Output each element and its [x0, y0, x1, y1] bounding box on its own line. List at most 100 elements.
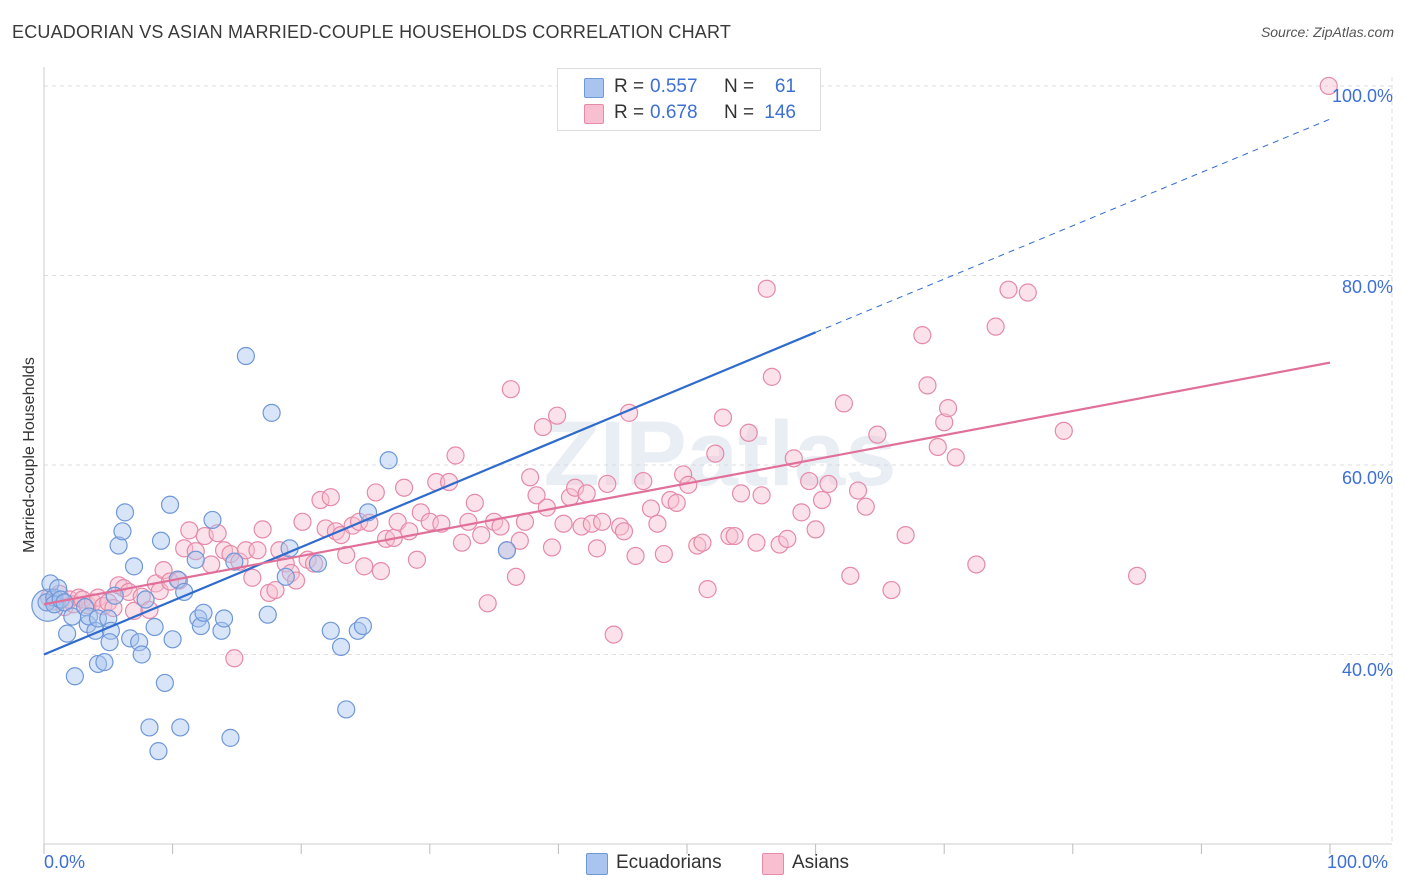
ecuadorian-point [497, 541, 517, 560]
asian-point [472, 525, 491, 545]
r-label: R = [614, 76, 645, 97]
ecuadorian-point [121, 629, 140, 648]
ecuadorian-point [58, 624, 77, 643]
asian-point [641, 499, 661, 518]
asian-point [913, 326, 932, 345]
asian-point [1054, 421, 1073, 440]
ecuadorian-point [353, 616, 373, 636]
gridlines [44, 77, 1393, 844]
asian-point [371, 562, 391, 581]
n-label: N = [724, 76, 755, 97]
legend-swatch [586, 853, 608, 875]
asian-point [674, 465, 693, 484]
asian-point [180, 521, 199, 540]
legend-label: Ecuadorians [616, 852, 722, 873]
ecuadorian-point [113, 522, 132, 541]
asian-point [698, 580, 717, 599]
asian-point [634, 471, 653, 491]
asian-point [521, 468, 540, 487]
ecuadorian-point [194, 603, 213, 622]
watermark: ZIPatlas [544, 403, 897, 505]
asian-point [554, 514, 573, 533]
legend-swatch [762, 853, 784, 875]
trend-lines [43, 118, 1331, 656]
asian-point [757, 279, 776, 298]
asian-point [648, 514, 667, 533]
asian-point [806, 520, 825, 539]
asian-point [407, 550, 427, 569]
asian-point [286, 571, 306, 590]
r-value: 0.678 [650, 102, 698, 123]
asian-point [293, 512, 312, 531]
asian-point [253, 520, 272, 539]
n-label: N = [724, 102, 755, 123]
asian-point [542, 538, 562, 557]
ecuadorian-point [149, 742, 168, 761]
stats-box: R = 0.557 N = 61 R = 0.678 N = 146 [557, 68, 821, 131]
x-tick-label-right: 100.0% [1327, 852, 1389, 872]
asian-point [459, 512, 478, 531]
asian-point [510, 531, 529, 550]
source-credit: Source: ZipAtlas.com [1260, 24, 1394, 40]
ecuadorian-point [308, 554, 328, 573]
ecuadorian-point [258, 605, 277, 624]
asian-point [321, 488, 340, 507]
asian-point [1127, 566, 1147, 585]
ecuadorian-point [88, 654, 108, 674]
asian-point [1018, 283, 1037, 302]
asian-point [938, 399, 958, 418]
asian-point [819, 474, 838, 494]
stats-row-asians: R = 0.678 N = 146 [558, 101, 820, 127]
asian-point [304, 554, 324, 573]
ecuadorian-point [163, 630, 182, 649]
ecuadorian-point [203, 510, 222, 530]
asian-point [311, 490, 330, 510]
asian-point [928, 437, 947, 457]
ecuadorian-point [186, 550, 205, 569]
asian-point [752, 486, 771, 505]
ecuadorian-point [124, 557, 144, 576]
asian-point [248, 541, 267, 560]
ecuadorian-point [151, 531, 171, 550]
y-tick-label: 40.0% [1341, 660, 1393, 680]
asian-point [946, 448, 965, 467]
asian-point [834, 394, 853, 413]
asian-point [202, 555, 221, 574]
asian-point [841, 566, 860, 585]
asian-point [720, 526, 739, 546]
asian-point [986, 317, 1005, 336]
asian-point [548, 406, 567, 425]
ecuadorian-point [221, 728, 240, 747]
asian-point [506, 567, 526, 586]
asian-point [175, 539, 194, 558]
asian-point [800, 471, 819, 491]
ecuadorian-point [236, 346, 256, 366]
asian-point [693, 533, 712, 552]
asian-point [587, 539, 607, 558]
asian-point [465, 493, 484, 512]
asian-point [654, 544, 673, 564]
asian-point [918, 376, 937, 395]
ecuadorian-point [132, 645, 151, 664]
asian-point [566, 478, 585, 497]
x-tick-label-left: 0.0% [44, 852, 86, 872]
asian-point [999, 280, 1018, 299]
asians-swatch [584, 104, 604, 124]
asians-trend-line [43, 361, 1331, 606]
stats-row-ecuadorians: R = 0.557 N = 61 [558, 75, 820, 101]
y-tick-label: 80.0% [1341, 277, 1393, 297]
ecuadorian-point [100, 633, 119, 652]
ecuadorian-point [225, 552, 244, 571]
n-value: 61 [774, 76, 796, 97]
asian-point [501, 380, 520, 399]
asian-point [154, 561, 173, 580]
asian-point [1319, 76, 1338, 96]
asian-point [593, 512, 612, 531]
ecuadorian-point [160, 495, 180, 514]
asian-point [882, 580, 901, 600]
r-label: R = [614, 102, 645, 123]
ecuadorian-point [379, 451, 398, 470]
n-value: 146 [764, 102, 796, 123]
asian-point [366, 483, 385, 502]
